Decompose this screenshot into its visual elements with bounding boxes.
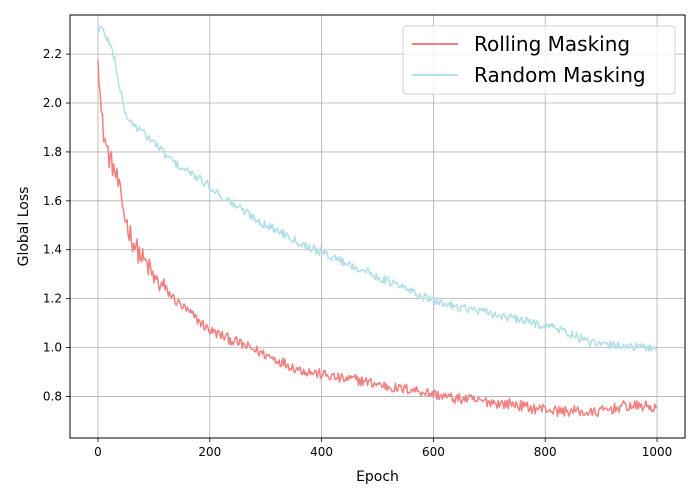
- legend: Rolling Masking Random Masking: [402, 25, 676, 95]
- x-tick-label: 600: [422, 445, 445, 459]
- series-line-rolling-masking: [97, 60, 658, 418]
- x-tick-label: 1000: [642, 445, 673, 459]
- plot-frame: [69, 14, 686, 439]
- y-tick-label: 1.6: [43, 194, 62, 208]
- y-tick-label: 1.0: [43, 341, 62, 355]
- y-tick-label: 0.8: [43, 389, 62, 403]
- x-axis-ticks: 0 200 400 600 800 1000: [94, 438, 672, 459]
- legend-label-rolling-masking: Rolling Masking: [474, 32, 630, 56]
- series-layer: [97, 25, 658, 418]
- y-tick-label: 1.2: [43, 292, 62, 306]
- legend-box: [402, 25, 676, 95]
- series-line-random-masking: [97, 25, 658, 352]
- y-axis-ticks: 0.8 1.0 1.2 1.4 1.6 1.8 2.0 2.2: [43, 47, 70, 403]
- x-axis-label: Epoch: [356, 469, 399, 485]
- x-tick-label: 0: [94, 445, 102, 459]
- y-tick-label: 2.2: [43, 47, 62, 61]
- x-tick-label: 800: [534, 445, 557, 459]
- x-tick-label: 200: [198, 445, 221, 459]
- y-tick-label: 1.4: [43, 243, 62, 257]
- x-tick-label: 400: [310, 445, 333, 459]
- y-tick-label: 2.0: [43, 96, 62, 110]
- legend-label-random-masking: Random Masking: [474, 63, 646, 87]
- y-tick-label: 1.8: [43, 145, 62, 159]
- y-axis-label: Global Loss: [16, 187, 32, 267]
